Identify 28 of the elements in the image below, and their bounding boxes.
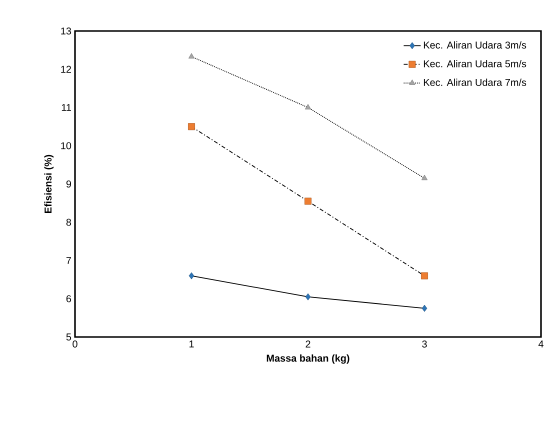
point (304, 198, 312, 205)
y-tick-label: 7 (66, 257, 71, 264)
y-tick-label: 9 (66, 180, 72, 188)
point (304, 104, 312, 110)
point (421, 272, 428, 280)
y-tick-label: 13 (61, 27, 72, 35)
y-tick-label: 12 (61, 66, 71, 73)
y-tick-label: 8 (66, 218, 72, 226)
x-tick-label: 1 (189, 340, 194, 348)
legend-label: Kec. Aliran Udara 5m/s (424, 60, 526, 68)
x-tick-label: 0 (72, 340, 78, 348)
point (188, 123, 195, 130)
y-tick-label: 5 (66, 334, 72, 340)
point (305, 293, 311, 300)
legend-label: Kec. Aliran Udara 3m/s (424, 41, 526, 49)
point (188, 53, 195, 58)
y-axis-title: Efisiensi (%) (44, 154, 54, 213)
legend-label: Kec. Aliran Udara 7m/s (424, 78, 526, 86)
y-tick-label: 10 (61, 142, 72, 150)
point (188, 272, 194, 280)
point (421, 174, 428, 180)
x-tick-label: 2 (306, 340, 310, 348)
x-tick-label: 3 (422, 340, 427, 348)
x-axis-title: Massa bahan (kg) (266, 354, 350, 364)
point (422, 304, 428, 312)
x-tick-label: 4 (538, 340, 544, 348)
y-tick-label: 6 (66, 295, 72, 302)
y-tick-label: 11 (62, 104, 71, 111)
